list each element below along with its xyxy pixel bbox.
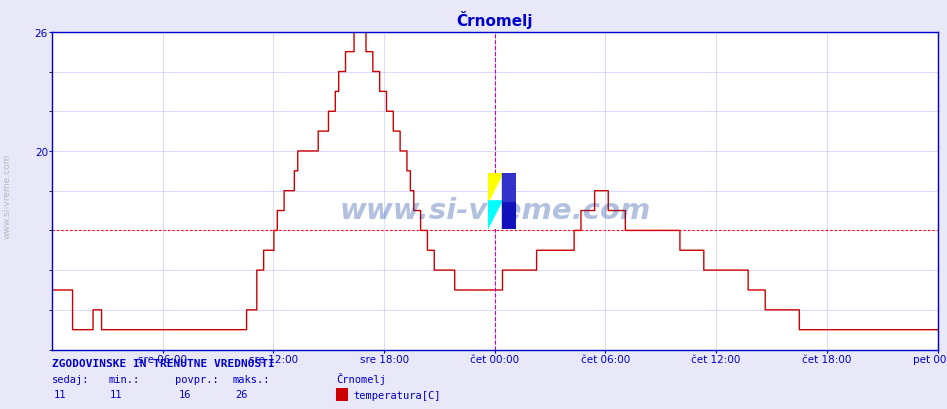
Text: ZGODOVINSKE IN TRENUTNE VREDNOSTI: ZGODOVINSKE IN TRENUTNE VREDNOSTI — [52, 358, 275, 368]
Text: 11: 11 — [109, 389, 122, 399]
Text: 11: 11 — [53, 389, 66, 399]
Text: 26: 26 — [235, 389, 248, 399]
Text: povpr.:: povpr.: — [175, 374, 219, 384]
Title: Črnomelj: Črnomelj — [456, 11, 533, 29]
Text: 16: 16 — [178, 389, 191, 399]
Polygon shape — [502, 174, 516, 202]
Text: min.:: min.: — [109, 374, 140, 384]
Text: Črnomelj: Črnomelj — [336, 373, 386, 384]
Text: sedaj:: sedaj: — [52, 374, 90, 384]
Text: www.si-vreme.com: www.si-vreme.com — [339, 196, 651, 224]
Text: maks.:: maks.: — [232, 374, 270, 384]
Polygon shape — [488, 174, 502, 202]
Polygon shape — [488, 202, 502, 229]
Polygon shape — [502, 202, 516, 229]
Text: temperatura[C]: temperatura[C] — [353, 391, 440, 400]
Text: www.si-vreme.com: www.si-vreme.com — [3, 154, 12, 239]
